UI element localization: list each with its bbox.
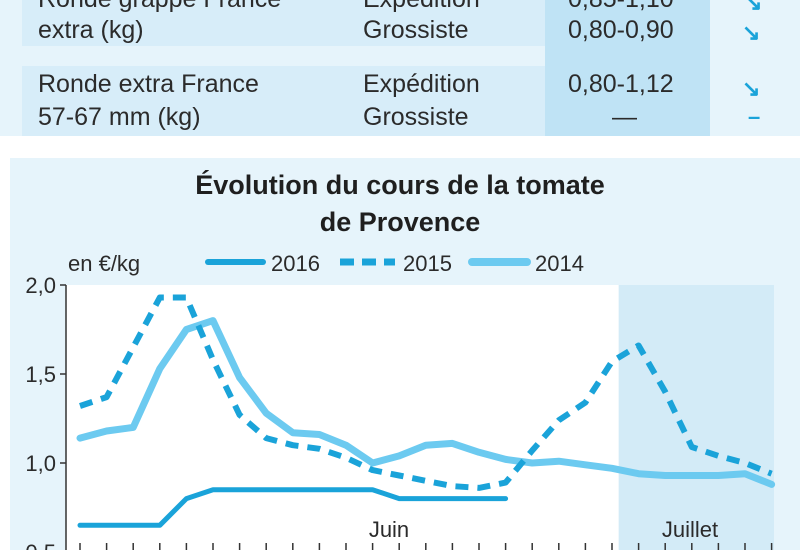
legend-label-2016: 2016 [271,251,320,276]
row-band-1 [22,0,545,46]
row2-price-2: — [612,103,637,131]
legend-label-2014: 2014 [535,251,584,276]
price-column [545,0,710,136]
row2-trend-flat-icon: – [748,104,761,129]
row1-trend-down-icon-1: ↘ [744,0,763,15]
series-line-2014 [76,317,776,488]
shaded-month-region [618,285,774,550]
row2-trend-down-icon: ↘ [742,76,761,101]
row2-price-1: 0,80-1,12 [568,70,674,98]
chart-title-line2: de Provence [319,207,481,237]
y-axis-label: en €/kg [68,251,140,276]
row1-price-1: 0,85-1,10 [568,0,674,16]
row2-stage-1: Expédition [363,70,480,98]
legend-label-2015: 2015 [403,251,452,276]
section-separator [0,136,800,158]
row1-product-line2: extra (kg) [38,16,144,44]
y-tick-label: 0,5 [25,540,56,550]
row1-stage-2: Grossiste [363,16,469,44]
row2-product-line2: 57-67 mm (kg) [38,103,201,131]
row1-stage-1: Expédition [363,0,480,16]
y-tick-label: 1,5 [25,362,56,387]
row2-product-line1: Ronde extra France [38,70,259,98]
chart-title-line1: Évolution du cours de la tomate [195,170,605,200]
series-line-2016 [77,487,509,528]
row2-stage-2: Grossiste [363,103,469,131]
row1-product-line1: Ronde grappe France [38,0,281,16]
x-label-juin: Juin [369,517,409,542]
x-label-juillet: Juillet [662,517,718,542]
price-table: Ronde grappe France extra (kg) Expéditio… [0,0,800,140]
y-tick-label: 2,0 [25,273,56,298]
row-band-2 [22,66,545,136]
y-tick-label: 1,0 [25,451,56,476]
row1-price-2: 0,80-0,90 [568,16,674,44]
row1-trend-down-icon-2: ↘ [742,20,761,45]
